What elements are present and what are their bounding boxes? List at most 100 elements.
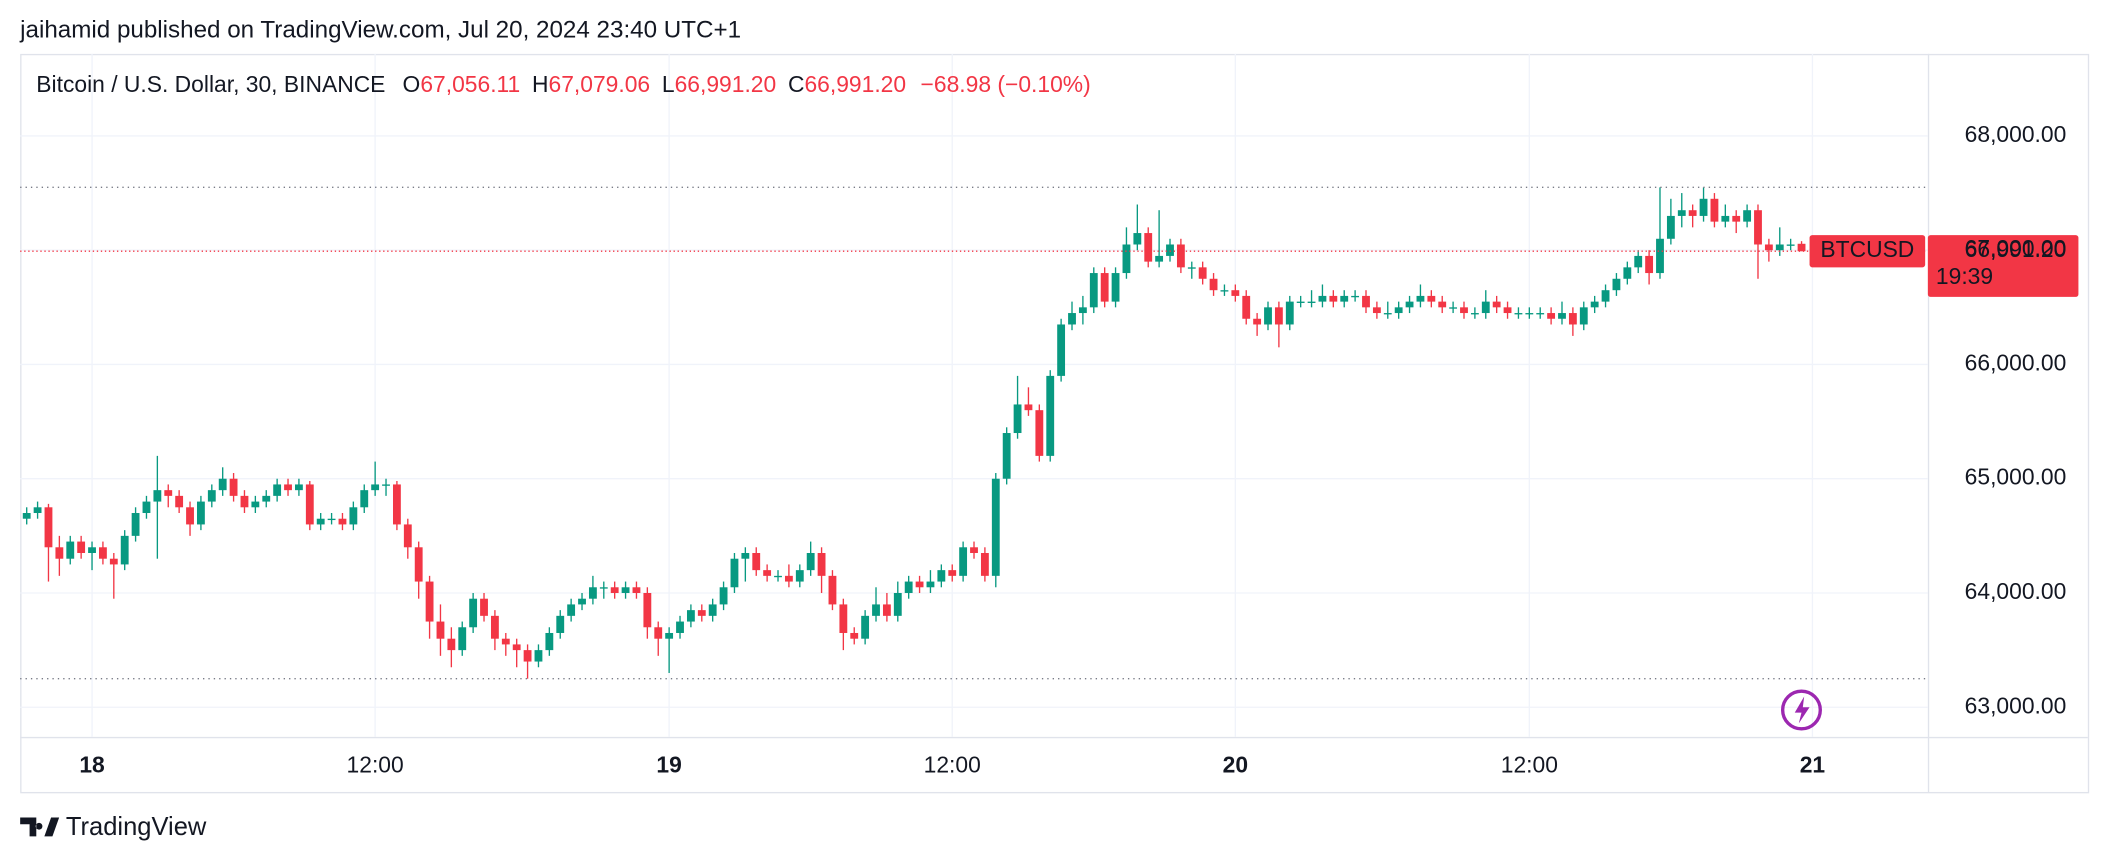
- candle-body: [1307, 301, 1316, 303]
- candle-body: [1362, 295, 1370, 308]
- candle-body: [1274, 307, 1283, 325]
- candle-body: [1318, 295, 1327, 302]
- lightning-icon[interactable]: [1780, 689, 1822, 731]
- candle-body: [1427, 295, 1436, 302]
- candle-body: [22, 513, 31, 519]
- candle-body: [1383, 313, 1392, 315]
- candle-body: [1460, 307, 1468, 314]
- candle-body: [349, 507, 358, 525]
- candle-body: [164, 490, 173, 496]
- candle-body: [392, 484, 401, 525]
- candle-body: [1089, 273, 1098, 308]
- candle-body: [501, 638, 510, 645]
- candle-body: [784, 575, 793, 582]
- y-tick-label: 63,000.00: [1965, 692, 2067, 718]
- open-prefix: O: [403, 71, 421, 97]
- candle-body: [44, 507, 53, 548]
- close-prefix: C: [788, 71, 805, 97]
- candle-body: [480, 598, 488, 616]
- candle-body: [360, 490, 369, 508]
- y-tick-label: 67,000.00: [1965, 235, 2067, 261]
- candle-body: [1721, 215, 1730, 222]
- candle-body: [643, 592, 652, 628]
- candle-body: [1176, 244, 1185, 268]
- candle-body: [403, 524, 412, 548]
- candle-body: [88, 547, 96, 553]
- candle-body: [1035, 410, 1044, 456]
- candle-body: [1797, 243, 1806, 252]
- candle-body: [294, 484, 303, 491]
- candle-body: [131, 513, 140, 536]
- candle-body: [458, 627, 467, 651]
- x-tick-label: 20: [1223, 751, 1248, 777]
- candle-body: [229, 478, 238, 496]
- candle-body: [926, 581, 935, 588]
- x-tick-label: 19: [656, 751, 681, 777]
- candle-body: [218, 478, 227, 491]
- candle-body: [795, 570, 804, 582]
- candle-body: [251, 501, 260, 508]
- candle-body: [66, 541, 75, 559]
- candle-body: [1013, 404, 1022, 434]
- y-tick-label: 65,000.00: [1965, 464, 2067, 490]
- candle-body: [1590, 301, 1599, 308]
- candle-body: [1057, 324, 1066, 376]
- candle-body: [556, 615, 565, 633]
- candle-body: [1688, 210, 1697, 216]
- countdown: 19:39: [1936, 263, 1993, 289]
- candle-body: [904, 581, 913, 593]
- candle-body: [1677, 210, 1686, 216]
- candle-body: [1645, 255, 1654, 274]
- y-tick-label: 66,000.00: [1965, 349, 2067, 375]
- candle-body: [828, 575, 837, 605]
- symbol-line: Bitcoin / U.S. Dollar, 30, BINANCE: [36, 71, 385, 97]
- candle-body: [1710, 198, 1719, 222]
- candle-body: [588, 587, 597, 599]
- candle-body: [1416, 295, 1425, 302]
- candle-body: [273, 484, 282, 496]
- candle-body: [1579, 307, 1588, 325]
- candle-body: [1503, 307, 1512, 314]
- candle-body: [1558, 313, 1566, 319]
- candle-body: [980, 552, 989, 576]
- candle-body: [850, 632, 859, 639]
- candle-body: [1481, 301, 1490, 314]
- candle-body: [414, 547, 423, 582]
- low-prefix: L: [662, 71, 675, 97]
- candle-body: [316, 518, 325, 525]
- candle-body: [1144, 233, 1153, 262]
- candle-body: [937, 570, 946, 582]
- candle-body: [1666, 215, 1675, 239]
- candle-body: [1078, 307, 1087, 314]
- candle-body: [1264, 307, 1272, 325]
- candle-body: [1775, 244, 1784, 251]
- brand-name: TradingView: [66, 813, 207, 841]
- candle-body: [1656, 238, 1664, 274]
- candle-body: [1220, 290, 1229, 292]
- frame: [20, 53, 2090, 794]
- candle-body: [806, 552, 815, 571]
- candle-body: [1231, 290, 1240, 296]
- candle-body: [425, 581, 434, 622]
- candle-body: [523, 650, 532, 662]
- candle-body: [959, 547, 968, 576]
- candle-body: [1525, 313, 1534, 315]
- candle-body: [991, 478, 1000, 576]
- candle-body: [1166, 244, 1174, 256]
- candle-body: [109, 558, 118, 565]
- candle-body: [970, 547, 978, 553]
- candle-body: [175, 495, 184, 508]
- candle-body: [1329, 295, 1338, 302]
- candle-body: [882, 604, 891, 616]
- candle-body: [730, 558, 739, 588]
- candle-body: [207, 490, 216, 502]
- symbol-tag: BTCUSD: [1820, 236, 1914, 262]
- candle-body: [1351, 295, 1360, 298]
- icon-bolt: [1794, 696, 1810, 724]
- y-tick-label: 64,000.00: [1965, 578, 2067, 604]
- candle-body: [1155, 255, 1164, 262]
- candle-body: [1568, 313, 1577, 325]
